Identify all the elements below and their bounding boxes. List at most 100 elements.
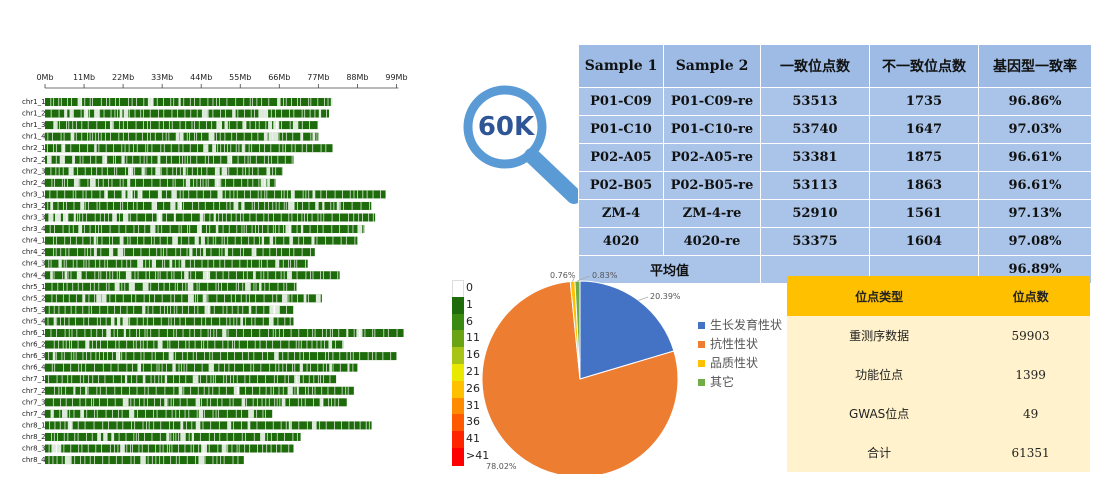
- density-gap: [234, 340, 236, 349]
- density-gap: [142, 282, 149, 291]
- density-gap: [251, 329, 252, 337]
- density-gap: [154, 352, 156, 361]
- genome-density-map: 0Mb 11Mb 22Mb 33Mb 44Mb 55Mb 66Mb 77Mb 88Mb 99Mbc…: [22, 73, 408, 465]
- density-gap: [180, 225, 182, 234]
- pie-percent-label: 0.76%: [550, 271, 576, 280]
- density-gap: [237, 155, 239, 164]
- density-gap: [53, 340, 55, 349]
- density-gap: [104, 190, 108, 199]
- density-gap: [275, 259, 280, 268]
- density-gap: [263, 294, 265, 303]
- average-label: 平均值: [578, 255, 761, 284]
- density-gap: [60, 132, 62, 141]
- density-gap: [56, 121, 58, 130]
- density-gap: [233, 375, 235, 384]
- density-gap: [283, 329, 284, 337]
- density-gap: [158, 329, 160, 337]
- density-gap: [60, 98, 62, 106]
- density-gap: [111, 178, 113, 187]
- density-gap: [199, 432, 201, 441]
- density-gap: [315, 294, 321, 303]
- density-gap: [98, 132, 99, 141]
- density-gap: [105, 386, 107, 395]
- density-gap: [163, 109, 165, 118]
- density-gap: [253, 432, 255, 441]
- density-gap: [147, 132, 148, 141]
- density-gap: [207, 98, 209, 106]
- cell: 1735: [869, 87, 979, 116]
- chromosome-label: chr6_1: [22, 329, 46, 337]
- density-gap: [142, 363, 144, 372]
- density-gap: [146, 317, 148, 326]
- density-gap: [189, 329, 191, 337]
- density-gap: [328, 398, 330, 407]
- density-gap: [223, 375, 225, 384]
- density-gap: [121, 386, 123, 395]
- density-gap: [245, 317, 246, 326]
- density-gap: [296, 375, 298, 384]
- density-gap: [213, 329, 215, 337]
- density-gap: [151, 98, 153, 106]
- chromosome-bar: [45, 201, 372, 210]
- density-gap: [54, 225, 55, 234]
- density-gap: [182, 155, 183, 164]
- density-gap: [255, 225, 256, 234]
- density-gap: [249, 155, 251, 164]
- density-gap: [143, 398, 145, 407]
- density-gap: [277, 282, 279, 291]
- density-gap: [63, 259, 65, 268]
- density-gap: [259, 386, 261, 395]
- density-gap: [278, 386, 280, 395]
- density-gap: [202, 421, 204, 430]
- density-gap: [185, 375, 187, 384]
- density-gap: [136, 213, 138, 222]
- density-gap: [76, 259, 78, 268]
- density-gap: [196, 155, 198, 164]
- density-gap: [303, 294, 307, 303]
- density-gap: [147, 456, 149, 465]
- density-gap: [82, 236, 84, 245]
- density-gap: [78, 444, 80, 453]
- density-gap: [126, 305, 128, 314]
- density-gap: [83, 109, 89, 118]
- density-gap: [318, 109, 322, 118]
- density-gap: [54, 421, 56, 430]
- density-gap: [312, 190, 316, 199]
- density-gap: [105, 317, 107, 326]
- density-gap: [70, 421, 72, 430]
- density-gap: [296, 386, 299, 395]
- density-gap: [100, 225, 102, 234]
- density-gap: [187, 282, 194, 291]
- density-gap: [105, 144, 107, 153]
- density-gap: [264, 432, 266, 441]
- density-gap: [81, 121, 83, 130]
- density-gap: [141, 132, 143, 141]
- density-gap: [71, 340, 72, 349]
- density-gap: [290, 190, 295, 199]
- density-gap: [196, 248, 197, 257]
- density-gap: [313, 375, 315, 384]
- density-gap: [182, 282, 184, 291]
- density-gap: [142, 305, 146, 314]
- density-gap: [100, 98, 102, 106]
- density-gap: [146, 155, 148, 164]
- density-gap: [128, 132, 129, 141]
- density-gap: [262, 248, 264, 257]
- density-gap: [264, 282, 266, 291]
- density-gap: [114, 282, 120, 291]
- density-gap: [241, 409, 242, 418]
- density-gap: [60, 317, 61, 326]
- density-gap: [248, 409, 254, 418]
- density-gap: [275, 271, 277, 280]
- density-gap: [116, 167, 118, 176]
- density-gap: [86, 213, 88, 222]
- density-gap: [327, 98, 329, 106]
- density-gap: [121, 144, 123, 153]
- scale-label: 16: [466, 348, 480, 362]
- density-gap: [145, 271, 147, 280]
- legend-swatch: [698, 341, 705, 348]
- density-gap: [129, 213, 131, 222]
- density-gap: [127, 190, 133, 199]
- density-gap: [288, 201, 295, 210]
- density-gap: [80, 456, 81, 465]
